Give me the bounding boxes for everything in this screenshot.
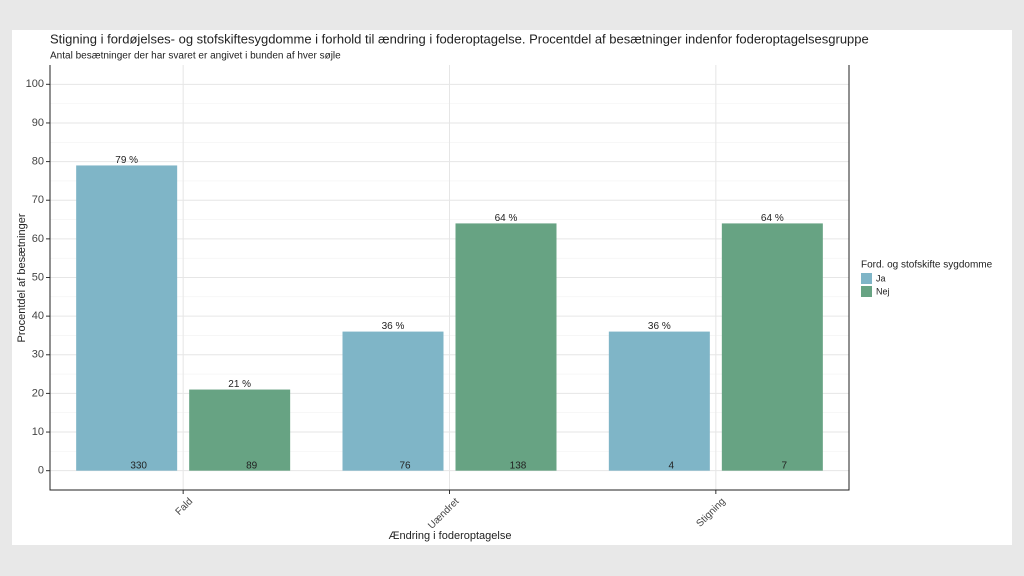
value-label: 36 % [648, 321, 671, 332]
count-label: 4 [669, 460, 675, 471]
legend-key [861, 273, 872, 284]
y-tick-label: 50 [32, 271, 44, 283]
y-tick-label: 90 [32, 117, 44, 129]
value-label: 21 % [228, 379, 251, 390]
bar [342, 331, 444, 471]
chart-title: Stigning i fordøjelses- og stofskiftesyg… [50, 31, 869, 46]
value-label: 64 % [495, 213, 518, 224]
value-label: 64 % [761, 213, 784, 224]
bar [189, 389, 291, 471]
legend-title: Ford. og stofskifte sygdomme [861, 260, 993, 271]
count-label: 76 [399, 460, 411, 471]
bar [608, 331, 710, 471]
count-label: 89 [246, 460, 258, 471]
y-tick-label: 80 [32, 155, 44, 167]
panel-border [49, 65, 850, 491]
value-label: 36 % [382, 321, 405, 332]
bar [721, 223, 823, 471]
chart-subtitle: Antal besætninger der har svaret er angi… [50, 51, 341, 62]
count-label: 330 [130, 460, 147, 471]
y-tick-label: 70 [32, 194, 44, 206]
legend-label: Ja [876, 273, 886, 283]
y-tick-label: 100 [26, 78, 44, 90]
bar [76, 165, 178, 471]
y-axis-title: Procentdel af besætninger [16, 213, 28, 342]
count-label: 138 [510, 460, 527, 471]
count-label: 7 [782, 460, 788, 471]
y-tick-label: 20 [32, 387, 44, 399]
y-tick-label: 40 [32, 310, 44, 322]
bar [455, 223, 557, 471]
legend-key [861, 286, 872, 297]
y-tick-label: 10 [32, 426, 44, 438]
x-axis-title: Ændring i foderoptagelse [389, 530, 512, 542]
legend-label: Nej [876, 286, 890, 296]
y-tick-label: 30 [32, 349, 44, 361]
y-tick-label: 60 [32, 233, 44, 245]
value-label: 79 % [115, 155, 138, 166]
y-tick-label: 0 [38, 465, 44, 477]
